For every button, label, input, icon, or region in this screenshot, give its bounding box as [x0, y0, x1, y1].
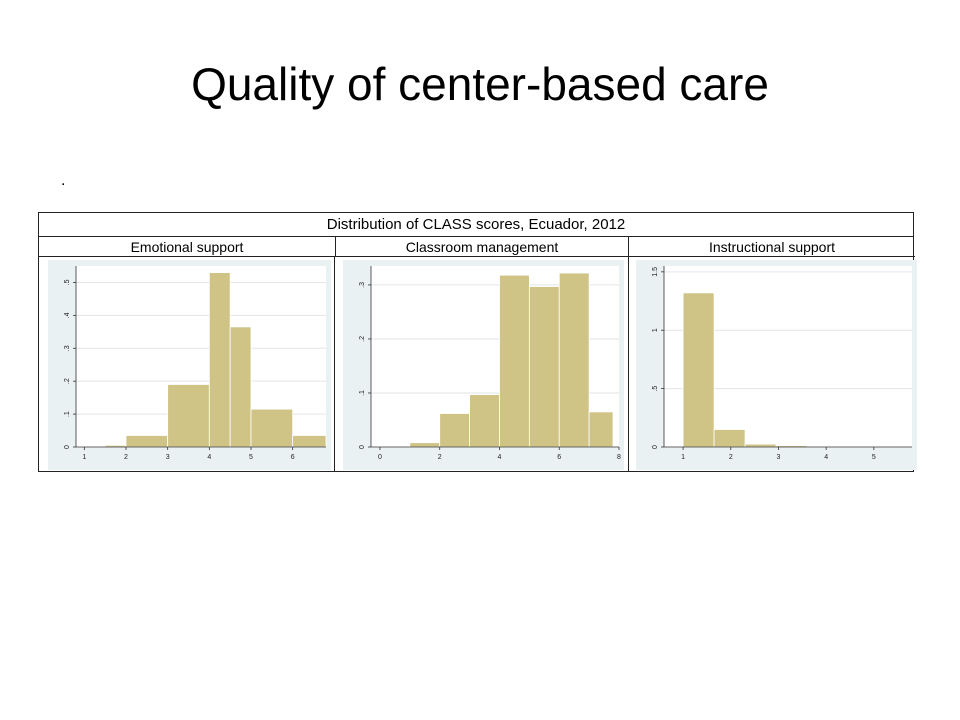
histogram-bar — [682, 292, 715, 448]
x-tick-label: 2 — [438, 454, 442, 461]
panel-header-emotional: Emotional support — [39, 237, 335, 257]
histogram-bar — [125, 435, 169, 448]
histogram-bar — [558, 272, 590, 448]
x-tick-label: 8 — [617, 454, 621, 461]
y-tick-label: .2 — [64, 378, 71, 384]
x-tick-label: 1 — [82, 454, 86, 461]
slide-dot: . — [61, 172, 66, 189]
slide-title: Quality of center-based care — [191, 58, 769, 110]
x-tick-label: 5 — [249, 454, 253, 461]
histogram-bar — [499, 274, 530, 448]
panel-divider — [334, 257, 335, 471]
x-tick-label: 2 — [124, 454, 128, 461]
y-tick-label: 1 — [652, 328, 659, 332]
histogram-bar — [292, 435, 327, 448]
x-tick-label: 0 — [378, 454, 382, 461]
y-tick-label: 1.5 — [652, 267, 659, 277]
y-tick-label: .5 — [652, 386, 659, 392]
y-tick-label: .4 — [64, 312, 71, 318]
y-tick-label: .2 — [359, 336, 366, 342]
x-tick-label: 1 — [681, 454, 685, 461]
histogram-bar — [409, 442, 441, 448]
y-tick-label: 0 — [64, 445, 71, 449]
histogram-bar — [439, 413, 471, 448]
histogram-classroom-management: 0 .1 .2 .3 0 2 4 6 8 — [343, 260, 624, 470]
x-tick-label: 3 — [166, 454, 170, 461]
panel-divider — [628, 257, 629, 471]
histogram-bar — [229, 326, 252, 448]
x-tick-label: 4 — [498, 454, 502, 461]
y-tick-label: 0 — [359, 445, 366, 449]
panel-header-classroom: Classroom management — [335, 237, 629, 257]
histogram-bar — [713, 429, 746, 448]
histogram-emotional-support: 0 .1 .2 .3 .4 .5 1 2 3 4 5 6 — [48, 260, 331, 470]
histogram-bar — [744, 443, 777, 448]
histogram-instructional-support: 0 .5 1 1.5 1 2 3 4 5 — [636, 260, 917, 470]
y-tick-label: .1 — [359, 390, 366, 396]
histogram-bar — [208, 272, 231, 448]
figure-frame: Distribution of CLASS scores, Ecuador, 2… — [38, 212, 917, 472]
y-tick-label: 0 — [652, 445, 659, 449]
x-tick-label: 2 — [729, 454, 733, 461]
histogram-bar — [250, 408, 294, 448]
x-tick-label: 6 — [291, 454, 295, 461]
panel-header-instructional: Instructional support — [629, 237, 915, 257]
x-tick-label: 4 — [207, 454, 211, 461]
histogram-bar — [528, 286, 560, 448]
y-tick-label: .3 — [64, 345, 71, 351]
x-tick-label: 4 — [824, 454, 828, 461]
figure-title: Distribution of CLASS scores, Ecuador, 2… — [39, 213, 913, 237]
y-tick-label: .1 — [64, 411, 71, 417]
histogram-bar — [469, 394, 500, 448]
histogram-bar — [167, 384, 210, 448]
x-tick-label: 5 — [872, 454, 876, 461]
y-tick-label: .5 — [64, 279, 71, 285]
y-tick-label: .3 — [359, 282, 366, 288]
x-tick-label: 6 — [557, 454, 561, 461]
histogram-bar — [588, 411, 614, 448]
x-tick-label: 3 — [777, 454, 781, 461]
